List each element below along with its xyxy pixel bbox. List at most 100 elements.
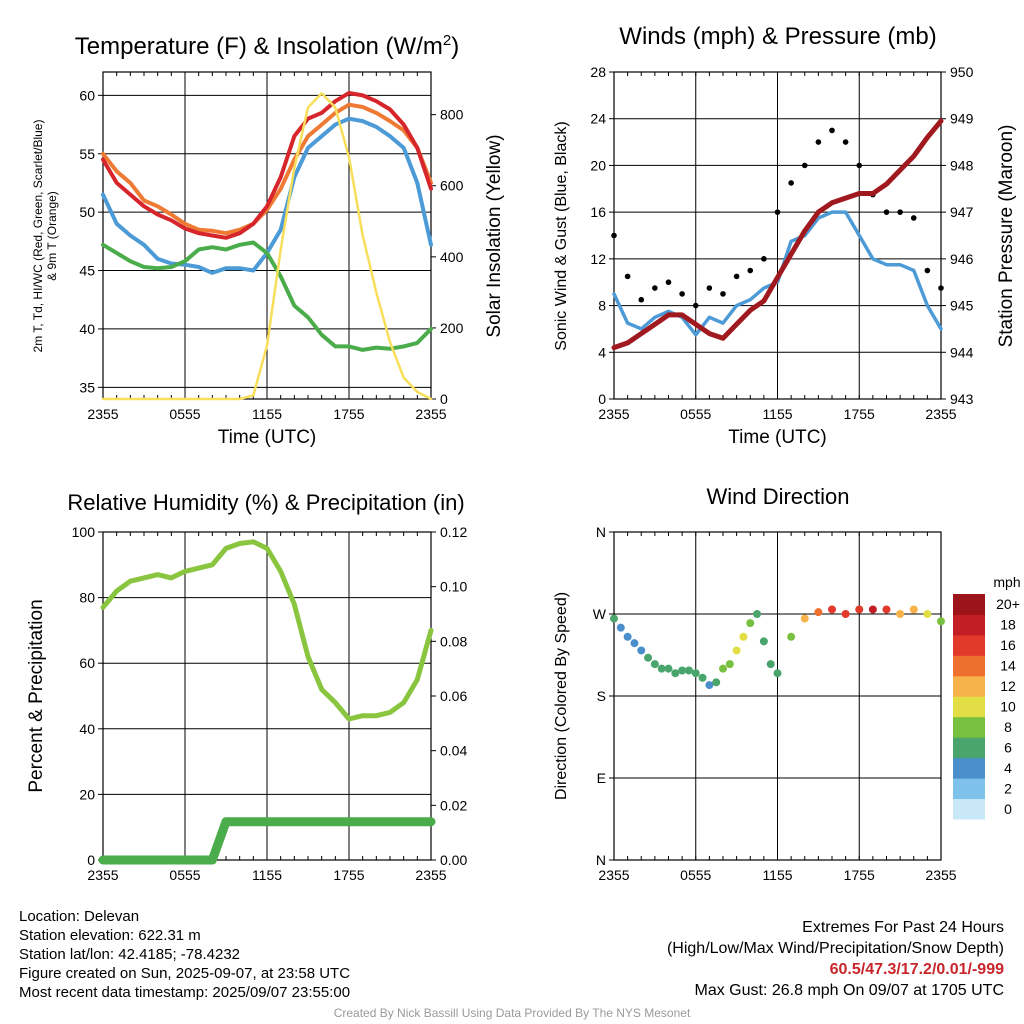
colorbar-swatch (953, 675, 985, 697)
series-line-precip (98, 817, 436, 865)
y-right-tick-label: 949 (950, 111, 974, 127)
y-right-tick-label: 945 (950, 298, 974, 314)
colorbar-unit: mph (993, 574, 1020, 590)
series-line-temp (101, 91, 433, 240)
colorbar-label: 6 (1004, 739, 1012, 755)
colorbar-swatch (953, 655, 985, 677)
direction-point (828, 605, 836, 614)
y-tick-label: 100 (72, 524, 96, 540)
gust-point (706, 285, 713, 291)
x-tick-label: 2355 (415, 867, 446, 883)
credit-text: Created By Nick Bassill Using Data Provi… (333, 1006, 691, 1020)
station-info: Location: Delevan Station elevation: 622… (19, 907, 350, 1002)
x-tick-label: 1755 (844, 406, 875, 422)
y-tick-label: 4 (598, 344, 606, 360)
gust-point (897, 209, 903, 215)
y-right-tick-label: 946 (950, 251, 974, 267)
winds-pressure-panel: 2355 0555 1155 1755 2355 Time (UTC) 0 4 8 12 16 20 2… (553, 23, 1017, 448)
x-tick-label: 1155 (762, 867, 792, 883)
colorbar-label: 20+ (996, 596, 1020, 612)
y-right-tick-label: 800 (440, 107, 464, 123)
y-right-tick-label: 0 (440, 391, 448, 407)
extremes-title: Extremes For Past 24 Hours (802, 919, 1004, 936)
direction-point (746, 619, 755, 628)
direction-point (623, 632, 632, 641)
y-right-tick-label: 947 (950, 204, 974, 220)
gust-point (611, 232, 617, 239)
y-tick-label: 0 (87, 852, 95, 868)
gust-point (638, 296, 645, 303)
colorbar-swatch (953, 634, 985, 656)
x-tick-label: 2355 (87, 406, 118, 422)
y-right-tick-label: 400 (440, 249, 464, 265)
direction-point (698, 673, 707, 682)
y-tick-label: 8 (598, 298, 606, 314)
gust-point (747, 267, 754, 274)
colorbar-label: 2 (1004, 780, 1012, 796)
gust-point (679, 291, 685, 297)
y-tick-label: 12 (590, 251, 606, 267)
direction-point (855, 605, 864, 614)
colorbar-swatch (953, 716, 985, 738)
y-axis-label-1: 2m T, Td, HI/WC (Red, Green, Scarlet/Blu… (31, 120, 45, 353)
colorbar-swatch (953, 594, 985, 615)
direction-point (630, 639, 639, 648)
gust-point (692, 302, 699, 309)
colorbar-label: 16 (1000, 637, 1016, 653)
chart-title: Temperature (F) & Insolation (W/m2) (75, 32, 459, 60)
colorbar-label: 10 (1000, 699, 1016, 715)
y-right-tick-label: 948 (950, 157, 974, 173)
gust-point (883, 209, 890, 215)
x-tick-label: 2355 (925, 406, 956, 422)
gust-point (652, 285, 658, 291)
series-line-t9m (101, 102, 433, 236)
colorbar-label: 8 (1004, 719, 1012, 735)
y-tick-label: 55 (79, 146, 95, 162)
colorbar-swatch (953, 757, 985, 779)
colorbar-label: 4 (1004, 760, 1012, 776)
y-tick-label: 28 (590, 64, 606, 80)
series-line-dewpoint (101, 240, 433, 352)
direction-point (705, 681, 714, 690)
direction-point (719, 664, 727, 673)
x-tick-label: 2355 (925, 867, 956, 883)
x-tick-label: 0555 (169, 406, 200, 422)
direction-point (909, 605, 918, 614)
colorbar-swatch (953, 778, 985, 800)
direction-point (732, 646, 741, 655)
y-axis-label: Sonic Wind & Gust (Blue, Black) (553, 121, 570, 350)
series-line-rh (100, 539, 434, 722)
direction-point (787, 632, 796, 641)
direction-point (937, 617, 945, 626)
x-tick-label: 0555 (680, 867, 711, 883)
direction-point (739, 632, 748, 641)
colorbar-swatch (953, 737, 985, 759)
y-right-tick-label: 0.04 (440, 743, 467, 759)
direction-point (814, 608, 823, 617)
direction-point (753, 610, 762, 618)
gust-point (842, 139, 849, 145)
direction-point (637, 646, 646, 655)
x-tick-label: 2355 (598, 406, 629, 422)
y-tick-label: 45 (79, 263, 95, 279)
gust-point (910, 215, 917, 221)
y-tick-label: 80 (79, 590, 95, 606)
y-axis-label: Percent & Precipitation (26, 599, 47, 792)
y-tick-label: 60 (79, 87, 95, 103)
max-gust-text: Max Gust: 26.8 mph On 09/07 at 1705 UTC (694, 982, 1005, 999)
y-tick-label: N (596, 852, 606, 868)
y-right-axis-label: Solar Insolation (Yellow) (484, 134, 505, 337)
y-right-tick-label: 0.10 (440, 579, 467, 595)
chart-title: Winds (mph) & Pressure (mb) (619, 23, 936, 50)
y-tick-label: E (597, 770, 606, 786)
gust-point (801, 162, 808, 169)
direction-point (691, 669, 700, 678)
colorbar-label: 18 (1000, 617, 1016, 633)
x-tick-label: 2355 (415, 406, 446, 422)
colorbar-swatch (953, 614, 985, 636)
latlon-text: Station lat/lon: 42.4185; -78.4232 (19, 946, 241, 963)
y-tick-label: 50 (79, 204, 95, 220)
x-tick-label: 1755 (844, 867, 875, 883)
